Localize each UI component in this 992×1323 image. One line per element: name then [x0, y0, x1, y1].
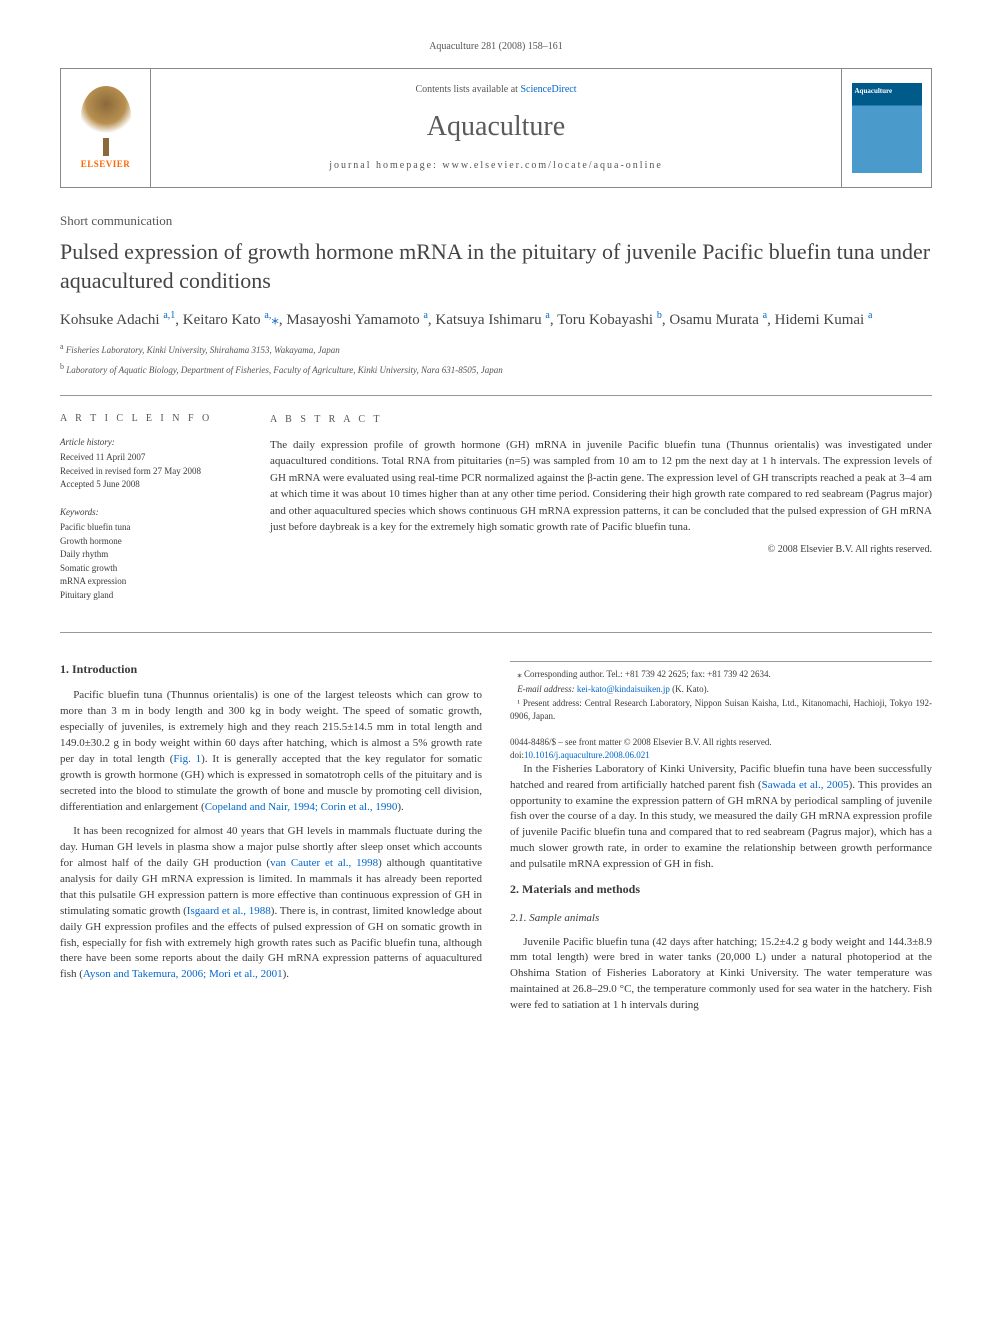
section-2-1-heading: 2.1. Sample animals [510, 911, 932, 927]
header-center: Contents lists available at ScienceDirec… [151, 69, 841, 187]
citation-header: Aquaculture 281 (2008) 158–161 [60, 40, 932, 54]
body-two-column: 1. Introduction Pacific bluefin tuna (Th… [60, 661, 932, 1014]
sciencedirect-link[interactable]: ScienceDirect [520, 84, 576, 95]
article-type: Short communication [60, 212, 932, 230]
email-line: E-mail address: kei-kato@kindaisuiken.jp… [510, 683, 932, 696]
article-history-block: Article history: Received 11 April 2007R… [60, 436, 250, 492]
ref-copeland-link[interactable]: Copeland and Nair, 1994; Corin et al., 1… [205, 801, 398, 813]
keyword: Growth hormone [60, 535, 250, 549]
article-info-column: A R T I C L E I N F O Article history: R… [60, 412, 270, 617]
sec2-1-para1: Juvenile Pacific bluefin tuna (42 days a… [510, 935, 932, 1015]
elsevier-tree-icon [81, 86, 131, 146]
abstract-label: A B S T R A C T [270, 412, 932, 427]
corresponding-author: ⁎ Corresponding author. Tel.: +81 739 42… [510, 668, 932, 681]
present-address-note: ¹ Present address: Central Research Labo… [510, 697, 932, 722]
front-matter-line: 0044-8486/$ – see front matter © 2008 El… [510, 736, 932, 749]
authors-line: Kohsuke Adachi a,1, Keitaro Kato a,⁎, Ma… [60, 309, 932, 331]
fig1-link[interactable]: Fig. 1 [173, 753, 201, 765]
journal-header-box: ELSEVIER Contents lists available at Sci… [60, 68, 932, 188]
article-title: Pulsed expression of growth hormone mRNA… [60, 238, 932, 295]
history-heading: Article history: [60, 436, 250, 450]
journal-cover-label: Aquaculture [855, 87, 893, 97]
history-line: Received 11 April 2007 [60, 451, 250, 465]
keyword: Somatic growth [60, 562, 250, 576]
keyword: Daily rhythm [60, 548, 250, 562]
sec1-para2: It has been recognized for almost 40 yea… [60, 824, 482, 983]
abstract-column: A B S T R A C T The daily expression pro… [270, 412, 932, 617]
contents-line: Contents lists available at ScienceDirec… [415, 83, 576, 97]
article-info-label: A R T I C L E I N F O [60, 412, 250, 426]
affiliation: a Fisheries Laboratory, Kinki University… [60, 341, 932, 357]
info-abstract-row: A R T I C L E I N F O Article history: R… [60, 395, 932, 634]
section-1-heading: 1. Introduction [60, 661, 482, 678]
doi-link[interactable]: 10.1016/j.aquaculture.2008.06.021 [524, 750, 650, 760]
abstract-text: The daily expression profile of growth h… [270, 437, 932, 536]
section-2-heading: 2. Materials and methods [510, 881, 932, 898]
contents-text: Contents lists available at [415, 84, 520, 95]
footer-meta: 0044-8486/$ – see front matter © 2008 El… [510, 736, 932, 761]
keyword: Pituitary gland [60, 589, 250, 603]
homepage-line: journal homepage: www.elsevier.com/locat… [329, 159, 663, 173]
ref-isgaard-link[interactable]: Isgaard et al., 1988 [187, 905, 271, 917]
doi-line: doi:10.1016/j.aquaculture.2008.06.021 [510, 749, 932, 762]
journal-name: Aquaculture [427, 107, 565, 146]
elsevier-text: ELSEVIER [81, 158, 131, 171]
abstract-copyright: © 2008 Elsevier B.V. All rights reserved… [270, 542, 932, 557]
keywords-block: Keywords: Pacific bluefin tunaGrowth hor… [60, 506, 250, 603]
keywords-heading: Keywords: [60, 506, 250, 520]
journal-cover-icon: Aquaculture [852, 83, 922, 173]
sec1-para1: Pacific bluefin tuna (Thunnus orientalis… [60, 688, 482, 816]
ref-sawada-link[interactable]: Sawada et al., 2005 [762, 779, 849, 791]
journal-cover-box: Aquaculture [841, 69, 931, 187]
history-line: Received in revised form 27 May 2008 [60, 465, 250, 479]
footnotes-block: ⁎ Corresponding author. Tel.: +81 739 42… [510, 661, 932, 722]
ref-ayson-link[interactable]: Ayson and Takemura, 2006; Mori et al., 2… [83, 968, 283, 980]
ref-vancauter-link[interactable]: van Cauter et al., 1998 [270, 857, 378, 869]
sec1-para3: In the Fisheries Laboratory of Kinki Uni… [510, 762, 932, 874]
email-link[interactable]: kei-kato@kindaisuiken.jp [577, 684, 670, 694]
keyword: Pacific bluefin tuna [60, 521, 250, 535]
history-line: Accepted 5 June 2008 [60, 478, 250, 492]
elsevier-logo: ELSEVIER [61, 69, 151, 187]
keyword: mRNA expression [60, 575, 250, 589]
affiliation: b Laboratory of Aquatic Biology, Departm… [60, 361, 932, 377]
